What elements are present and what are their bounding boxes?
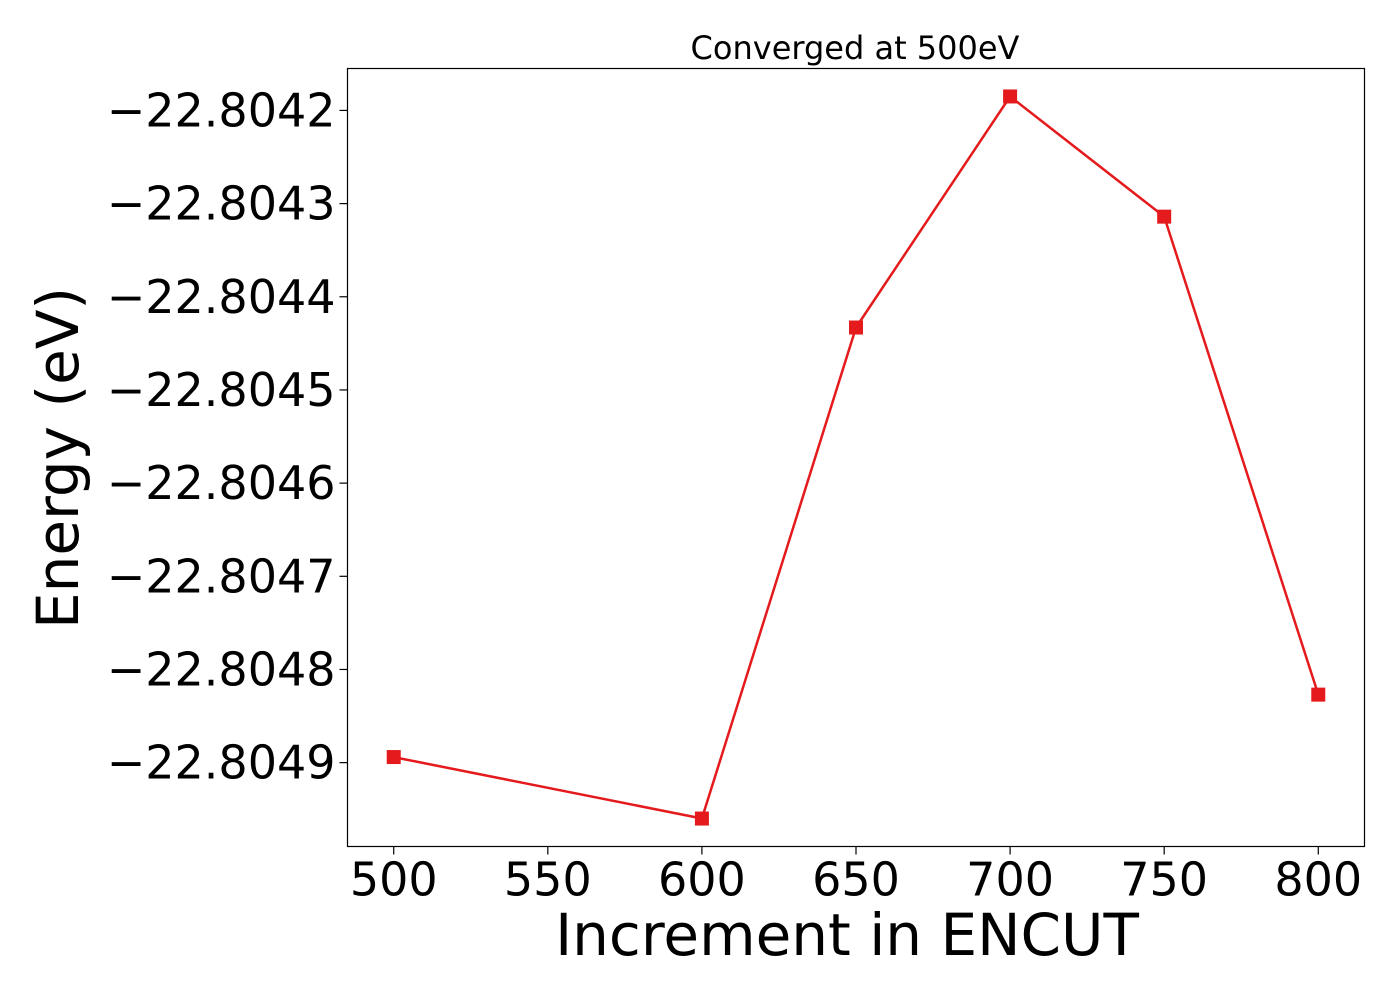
plot-area	[346, 67, 1366, 848]
y-tick-label: −22.8044	[107, 270, 336, 324]
y-tick-label: −22.8042	[107, 83, 336, 137]
x-tick-label: 800	[1274, 853, 1362, 907]
x-tick-label: 500	[350, 853, 438, 907]
data-point	[849, 320, 863, 335]
y-tick-label: −22.8043	[107, 177, 336, 231]
data-point	[694, 811, 709, 826]
y-tick-label: −22.8048	[107, 642, 336, 696]
x-tick-label: 600	[658, 853, 746, 907]
data-point	[1157, 209, 1172, 224]
data-point	[1311, 687, 1326, 702]
data-point	[1003, 89, 1018, 104]
x-tick-label: 700	[966, 853, 1054, 907]
y-axis: −22.8049 −22.8048 −22.8047 −22.8046 −22.8045…	[107, 83, 348, 790]
y-tick-label: −22.8045	[107, 363, 336, 417]
y-tick-label: −22.8049	[107, 736, 336, 790]
data-series	[386, 89, 1326, 826]
y-tick-label: −22.8046	[107, 456, 336, 510]
y-axis-title: Energy (eV)	[24, 287, 92, 629]
chart-title: Converged at 500eV	[691, 29, 1020, 67]
x-tick-label: 550	[504, 853, 592, 907]
series-line	[393, 95, 1320, 820]
x-tick-label: 750	[1120, 853, 1208, 907]
data-point	[386, 750, 401, 765]
x-axis: 500 550 600 650 700 750 800	[350, 846, 1362, 907]
y-tick-label: −22.8047	[107, 549, 336, 603]
x-tick-label: 650	[812, 853, 900, 907]
x-axis-title: Increment in ENCUT	[555, 901, 1139, 969]
